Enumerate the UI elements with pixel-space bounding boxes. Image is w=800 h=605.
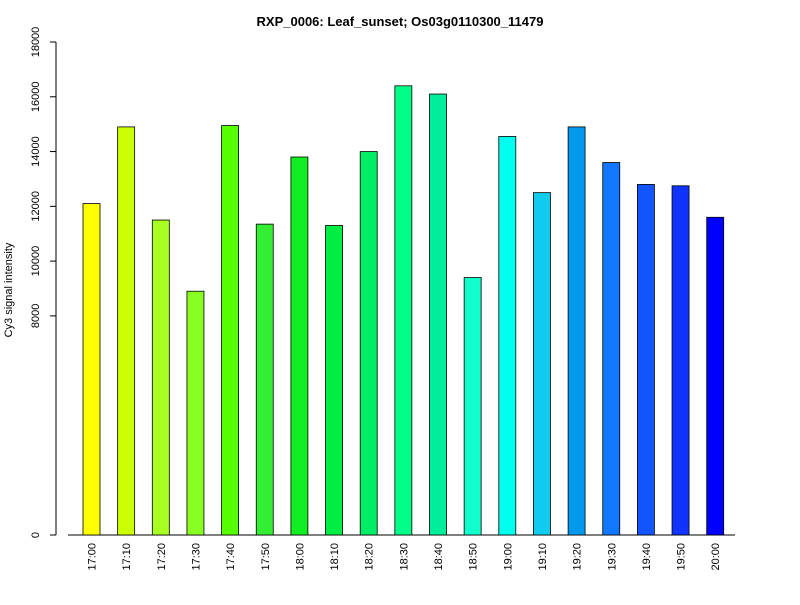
x-tick-label: 19:20: [572, 543, 584, 571]
x-axis-tick-labels: 17:00 17:10 17:20 17:30 17:40 17:50 18:00 18:10…: [87, 543, 723, 571]
y-tick-label: 0: [30, 532, 42, 538]
y-tick-label: 18000: [30, 27, 42, 58]
bar-1700: [82, 203, 101, 536]
bar-1810: [325, 225, 343, 536]
bar-1710: [117, 126, 136, 536]
x-tick-label: 18:50: [468, 543, 480, 571]
y-axis-ticks: 0 8000 10000 12000 14000 16000 18000: [30, 27, 56, 538]
x-tick-label: 17:50: [260, 543, 272, 571]
bar-1850: [463, 277, 482, 536]
bar-1900: [498, 136, 517, 536]
x-tick-label: 17:00: [87, 543, 99, 571]
bar-1840: [429, 93, 447, 536]
y-tick-label: 16000: [30, 81, 42, 112]
y-tick-label: 10000: [30, 246, 42, 277]
bar-1720: [151, 219, 170, 536]
x-tick-label: 17:30: [190, 543, 202, 571]
bar-1800: [290, 156, 309, 536]
bar-1820: [359, 151, 378, 536]
y-tick-label: 12000: [30, 191, 42, 222]
y-tick-label: 8000: [30, 304, 42, 328]
bar-1940: [637, 184, 655, 536]
bar-1830: [394, 85, 413, 536]
bar-1730: [186, 290, 205, 536]
x-tick-label: 18:40: [433, 543, 445, 571]
bar-1740: [221, 125, 240, 536]
bars: [82, 85, 725, 536]
chart-title: RXP_0006: Leaf_sunset; Os03g0110300_1147…: [257, 14, 544, 29]
bar-1930: [602, 162, 621, 536]
x-tick-label: 19:50: [676, 543, 688, 571]
x-tick-label: 17:20: [156, 543, 168, 571]
x-tick-label: 19:40: [641, 543, 653, 571]
x-tick-label: 20:00: [710, 543, 722, 571]
bar-1950: [671, 185, 690, 536]
bar-1920: [567, 126, 586, 536]
bar-1750: [255, 223, 274, 536]
y-tick-label: 14000: [30, 136, 42, 167]
x-tick-label: 19:00: [502, 543, 514, 571]
x-tick-label: 18:20: [364, 543, 376, 571]
x-tick-label: 17:10: [121, 543, 133, 571]
x-tick-label: 19:30: [606, 543, 618, 571]
x-tick-label: 18:30: [398, 543, 410, 571]
x-tick-label: 18:00: [294, 543, 306, 571]
x-tick-label: 17:40: [225, 543, 237, 571]
x-tick-label: 18:10: [329, 543, 341, 571]
bar-2000: [706, 216, 725, 536]
x-tick-label: 19:10: [537, 543, 549, 571]
bar-1910: [533, 192, 551, 536]
y-axis-label: Cy3 signal intensity: [3, 242, 15, 337]
